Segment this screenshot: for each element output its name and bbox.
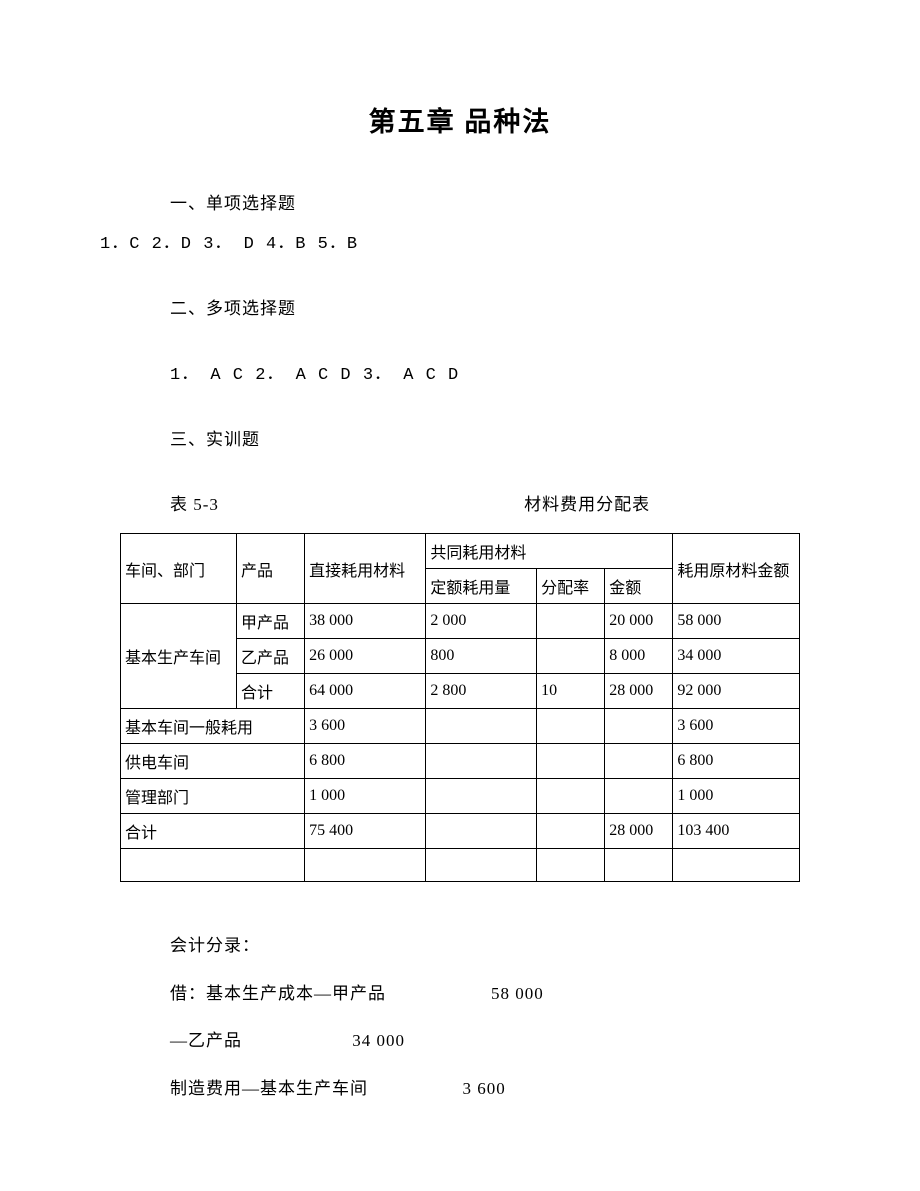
cell (537, 849, 605, 882)
cell: 64 000 (305, 674, 426, 709)
table-row-empty (121, 849, 800, 882)
cell (537, 709, 605, 744)
cell: 10 (537, 674, 605, 709)
cell: 34 000 (673, 639, 800, 674)
journal-entries: 会计分录： 借：基本生产成本—甲产品 58 000 —乙产品 34 000 制造… (170, 922, 820, 1112)
header-col1: 车间、部门 (121, 534, 237, 604)
cell: 2 800 (426, 674, 537, 709)
section1-heading: 一、单项选择题 (170, 189, 820, 214)
cell: 1 000 (673, 779, 800, 814)
cell: 供电车间 (121, 744, 305, 779)
header-col7: 耗用原材料金额 (673, 534, 800, 604)
section2-heading: 二、多项选择题 (170, 294, 820, 319)
table-row: 基本车间一般耗用 3 600 3 600 (121, 709, 800, 744)
header-col6: 金额 (605, 569, 673, 604)
cell (426, 744, 537, 779)
table-caption-right: 材料费用分配表 (524, 490, 650, 515)
header-col5: 分配率 (537, 569, 605, 604)
header-col4: 定额耗用量 (426, 569, 537, 604)
header-col2: 产品 (237, 534, 305, 604)
cell: 1 000 (305, 779, 426, 814)
cell: 3 600 (305, 709, 426, 744)
cell: 基本生产车间 (121, 604, 237, 709)
cell (537, 779, 605, 814)
cell: 合计 (237, 674, 305, 709)
entry-line: 制造费用—基本生产车间 3 600 (170, 1065, 820, 1113)
cell (673, 849, 800, 882)
section3-heading: 三、实训题 (170, 425, 820, 450)
cell: 38 000 (305, 604, 426, 639)
cell: 6 800 (673, 744, 800, 779)
cell (605, 779, 673, 814)
cell: 甲产品 (237, 604, 305, 639)
cell: 基本车间一般耗用 (121, 709, 305, 744)
chapter-title: 第五章 品种法 (100, 100, 820, 139)
cell: 92 000 (673, 674, 800, 709)
entry-line: —乙产品 34 000 (170, 1017, 820, 1065)
table-caption-left: 表 5-3 (170, 490, 219, 515)
cell: 26 000 (305, 639, 426, 674)
cell (537, 604, 605, 639)
cell: 3 600 (673, 709, 800, 744)
cell (537, 814, 605, 849)
cell (537, 744, 605, 779)
table-row: 合计 75 400 28 000 103 400 (121, 814, 800, 849)
cell: 75 400 (305, 814, 426, 849)
cell: 2 000 (426, 604, 537, 639)
cell (605, 849, 673, 882)
cell: 8 000 (605, 639, 673, 674)
section1-answers: 1．C 2．D 3． D 4．B 5．B (100, 228, 820, 254)
header-col3: 直接耗用材料 (305, 534, 426, 604)
cell: 6 800 (305, 744, 426, 779)
cell (605, 744, 673, 779)
table-row: 管理部门 1 000 1 000 (121, 779, 800, 814)
table-row: 基本生产车间 甲产品 38 000 2 000 20 000 58 000 (121, 604, 800, 639)
table-caption: 表 5-3 材料费用分配表 (170, 490, 820, 515)
material-cost-table: 车间、部门 产品 直接耗用材料 共同耗用材料 耗用原材料金额 定额耗用量 分配率… (120, 533, 800, 882)
cell: 20 000 (605, 604, 673, 639)
cell: 合计 (121, 814, 305, 849)
cell: 管理部门 (121, 779, 305, 814)
table-row: 供电车间 6 800 6 800 (121, 744, 800, 779)
cell: 58 000 (673, 604, 800, 639)
cell: 800 (426, 639, 537, 674)
page-content: 第五章 品种法 一、单项选择题 1．C 2．D 3． D 4．B 5．B 二、多… (0, 0, 920, 1112)
header-col4-group: 共同耗用材料 (426, 534, 673, 569)
cell (426, 814, 537, 849)
entries-heading: 会计分录： (170, 922, 820, 970)
cell (426, 709, 537, 744)
cell (605, 709, 673, 744)
cell (121, 849, 305, 882)
cell (426, 779, 537, 814)
cell: 28 000 (605, 814, 673, 849)
cell: 103 400 (673, 814, 800, 849)
cell (426, 849, 537, 882)
section2-answers: 1． A C 2． A C D 3． A C D (170, 359, 820, 385)
cell: 乙产品 (237, 639, 305, 674)
entry-line: 借：基本生产成本—甲产品 58 000 (170, 970, 820, 1018)
cell: 28 000 (605, 674, 673, 709)
table-header-row: 车间、部门 产品 直接耗用材料 共同耗用材料 耗用原材料金额 (121, 534, 800, 569)
cell (305, 849, 426, 882)
cell (537, 639, 605, 674)
